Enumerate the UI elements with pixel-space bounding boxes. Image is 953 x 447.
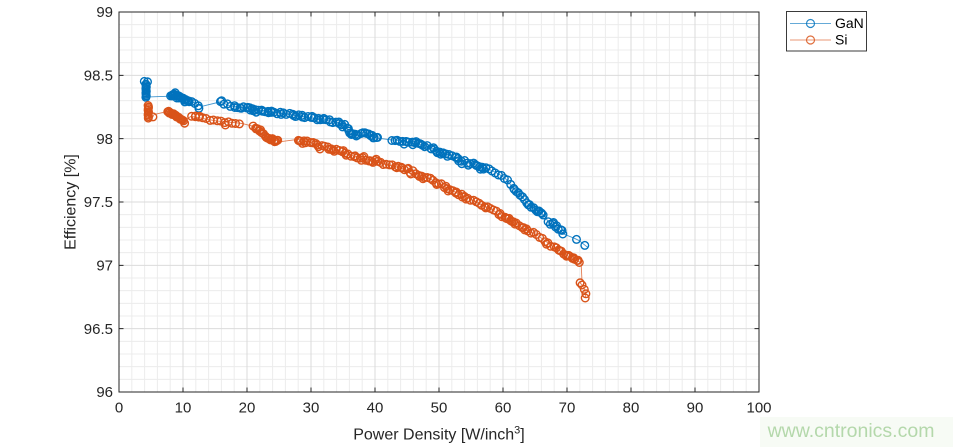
svg-text:10: 10 <box>175 400 192 417</box>
svg-text:100: 100 <box>746 400 771 417</box>
svg-text:97.5: 97.5 <box>84 194 113 211</box>
svg-text:0: 0 <box>115 400 123 417</box>
svg-text:96: 96 <box>96 384 113 401</box>
svg-text:Power Density [W/inch3]: Power Density [W/inch3] <box>353 425 525 444</box>
svg-text:30: 30 <box>303 400 320 417</box>
svg-text:www.cntronics.com: www.cntronics.com <box>767 420 935 442</box>
svg-text:98: 98 <box>96 131 113 148</box>
svg-text:Si: Si <box>835 32 847 48</box>
svg-text:80: 80 <box>623 400 640 417</box>
svg-text:50: 50 <box>431 400 448 417</box>
svg-text:99: 99 <box>96 4 113 21</box>
svg-text:40: 40 <box>367 400 384 417</box>
svg-text:97: 97 <box>96 258 113 275</box>
svg-text:70: 70 <box>559 400 576 417</box>
svg-text:Efficiency [%]: Efficiency [%] <box>63 154 80 250</box>
svg-text:96.5: 96.5 <box>84 321 113 338</box>
svg-text:90: 90 <box>687 400 704 417</box>
svg-text:98.5: 98.5 <box>84 68 113 85</box>
svg-text:GaN: GaN <box>835 15 864 31</box>
svg-text:20: 20 <box>239 400 256 417</box>
svg-text:60: 60 <box>495 400 512 417</box>
